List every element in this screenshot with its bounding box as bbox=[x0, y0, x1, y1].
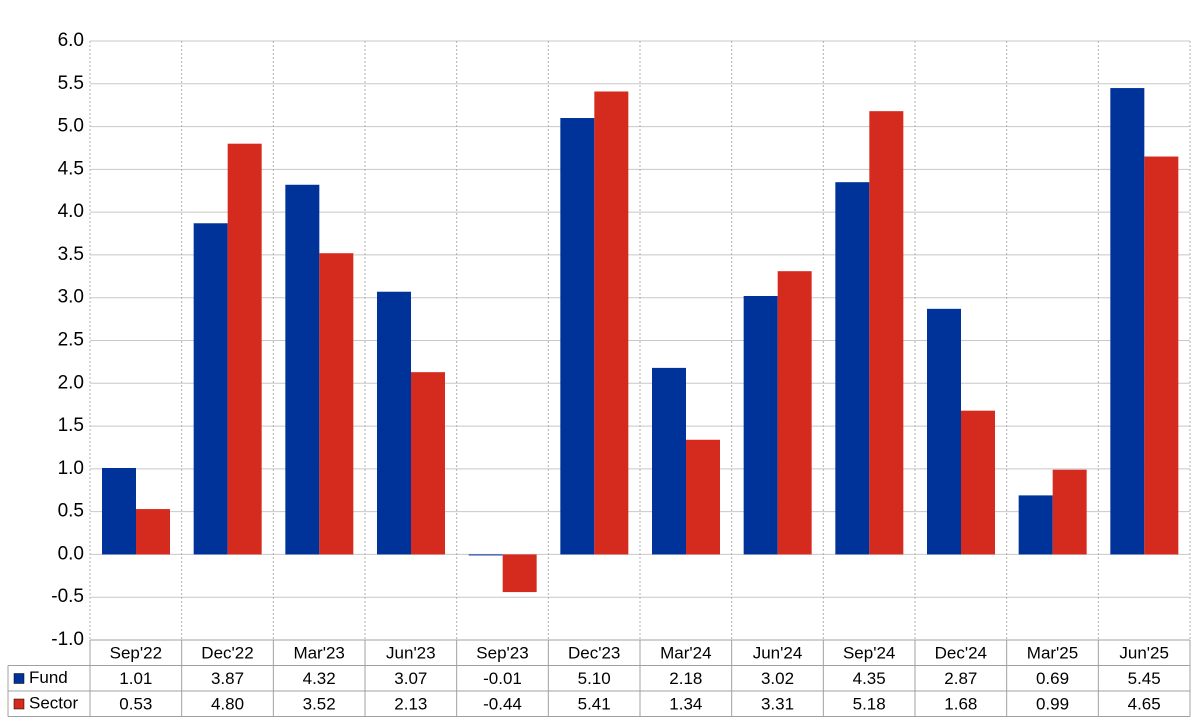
table-value: 2.13 bbox=[394, 694, 427, 713]
table-value: 2.87 bbox=[944, 669, 977, 688]
table-value: 3.31 bbox=[761, 694, 794, 713]
x-tick-label: Jun'25 bbox=[1119, 643, 1169, 662]
y-tick-label: 0.0 bbox=[58, 543, 84, 564]
bar bbox=[102, 468, 136, 555]
bar bbox=[686, 439, 720, 555]
table-value: 5.10 bbox=[578, 669, 611, 688]
x-tick-label: Dec'24 bbox=[935, 643, 987, 662]
x-tick-label: Sep'24 bbox=[843, 643, 895, 662]
bar bbox=[193, 223, 228, 555]
bar bbox=[411, 372, 445, 555]
table-value: 2.18 bbox=[669, 669, 702, 688]
x-tick-label: Jun'24 bbox=[753, 643, 803, 662]
legend-swatch bbox=[13, 673, 25, 684]
table-value: 0.99 bbox=[1036, 694, 1069, 713]
x-tick-label: Mar'24 bbox=[660, 643, 711, 662]
x-tick-label: Mar'25 bbox=[1027, 643, 1078, 662]
bar bbox=[502, 554, 537, 593]
bar bbox=[560, 118, 595, 555]
y-tick-label: 4.0 bbox=[58, 201, 84, 222]
bar bbox=[869, 111, 904, 555]
x-tick-label: Mar'23 bbox=[293, 643, 344, 662]
bar bbox=[468, 554, 503, 556]
bar bbox=[1144, 156, 1179, 555]
bar bbox=[1110, 88, 1145, 555]
y-tick-label: 5.0 bbox=[58, 116, 84, 137]
bar bbox=[777, 271, 812, 555]
table-value: 3.02 bbox=[761, 669, 794, 688]
bar bbox=[743, 296, 778, 555]
bar bbox=[136, 509, 170, 555]
x-tick-label: Sep'23 bbox=[476, 643, 528, 662]
bar bbox=[961, 410, 995, 555]
bar bbox=[1052, 469, 1087, 555]
bar bbox=[927, 308, 961, 555]
table-value: 5.41 bbox=[578, 694, 611, 713]
legend-swatch bbox=[13, 698, 25, 710]
y-tick-label: 6.0 bbox=[58, 30, 84, 51]
table-value: 1.01 bbox=[119, 669, 152, 688]
table-value: 3.07 bbox=[394, 669, 427, 688]
x-tick-label: Dec'22 bbox=[201, 643, 253, 662]
table-value: 5.18 bbox=[853, 694, 886, 713]
bar bbox=[835, 182, 870, 555]
y-tick-label: 2.5 bbox=[58, 330, 84, 351]
legend-label: Fund bbox=[29, 668, 68, 687]
bar bbox=[319, 253, 354, 555]
bar bbox=[652, 367, 686, 555]
bar bbox=[227, 143, 262, 555]
table-value: 3.52 bbox=[303, 694, 336, 713]
table-value: 4.65 bbox=[1128, 694, 1161, 713]
y-tick-label: 3.0 bbox=[58, 287, 84, 308]
bar bbox=[1018, 495, 1053, 555]
y-tick-label: 2.0 bbox=[58, 372, 84, 393]
y-tick-label: 1.0 bbox=[58, 458, 84, 479]
table-value: 5.45 bbox=[1128, 669, 1161, 688]
bar bbox=[594, 91, 629, 555]
x-tick-label: Sep'22 bbox=[110, 643, 162, 662]
x-tick-label: Dec'23 bbox=[568, 643, 620, 662]
legend-label: Sector bbox=[29, 693, 78, 712]
y-tick-label: 4.5 bbox=[58, 158, 84, 179]
y-tick-label: -1.0 bbox=[51, 629, 84, 650]
y-tick-label: -0.5 bbox=[51, 586, 84, 607]
table-value: 4.32 bbox=[303, 669, 336, 688]
table-value: 0.53 bbox=[119, 694, 152, 713]
table-value: -0.44 bbox=[483, 694, 522, 713]
table-value: 1.34 bbox=[669, 694, 702, 713]
table-value: 3.87 bbox=[211, 669, 244, 688]
table-value: 1.68 bbox=[944, 694, 977, 713]
bar bbox=[377, 291, 411, 555]
y-tick-label: 5.5 bbox=[58, 73, 84, 94]
table-value: 4.35 bbox=[853, 669, 886, 688]
table-value: 0.69 bbox=[1036, 669, 1069, 688]
table-value: -0.01 bbox=[483, 669, 522, 688]
table-value: 4.80 bbox=[211, 694, 244, 713]
bar bbox=[285, 184, 320, 555]
y-tick-label: 1.5 bbox=[58, 415, 84, 436]
x-tick-label: Jun'23 bbox=[386, 643, 436, 662]
y-tick-label: 0.5 bbox=[58, 501, 84, 522]
y-tick-label: 3.5 bbox=[58, 244, 84, 265]
